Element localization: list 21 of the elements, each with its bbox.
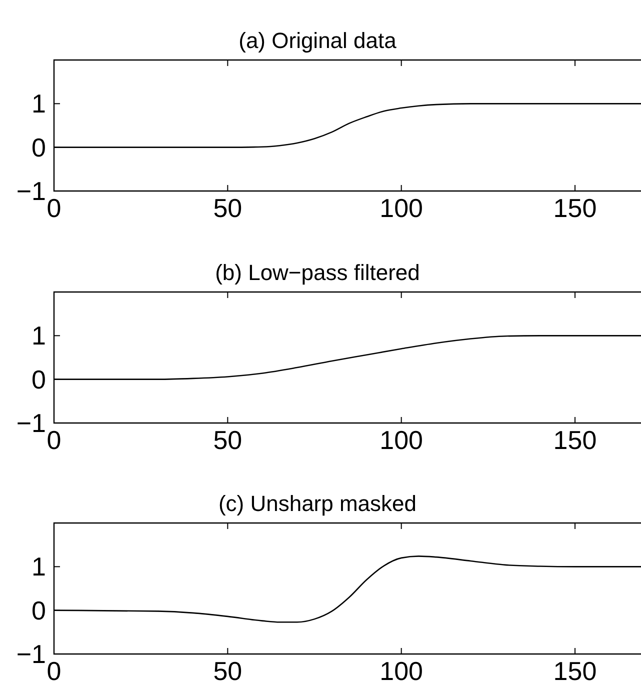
x-tick-label: 50 — [213, 656, 242, 686]
y-tick-label: −1 — [16, 639, 46, 669]
chart-title: (a) Original data — [238, 28, 398, 53]
x-tick-label: 50 — [213, 193, 242, 223]
chart-title: (b) Low−pass filtered — [215, 260, 420, 285]
x-tick-label: 150 — [553, 425, 597, 455]
x-tick-label: 100 — [380, 193, 424, 223]
y-tick-label: 1 — [32, 320, 46, 351]
x-tick-label: 50 — [213, 425, 242, 455]
chart-title: (c) Unsharp masked — [218, 491, 417, 516]
y-tick-label: 1 — [32, 552, 46, 582]
y-tick-label: 1 — [32, 88, 46, 119]
y-tick-label: 0 — [32, 132, 46, 162]
y-tick-label: −1 — [16, 176, 46, 206]
x-tick-label: 100 — [380, 425, 424, 455]
y-tick-label: −1 — [16, 408, 46, 438]
x-tick-label: 150 — [553, 656, 597, 686]
x-tick-label: 150 — [553, 193, 597, 223]
y-tick-label: 0 — [32, 364, 46, 394]
y-tick-label: 0 — [32, 595, 46, 626]
x-tick-label: 100 — [380, 656, 424, 686]
